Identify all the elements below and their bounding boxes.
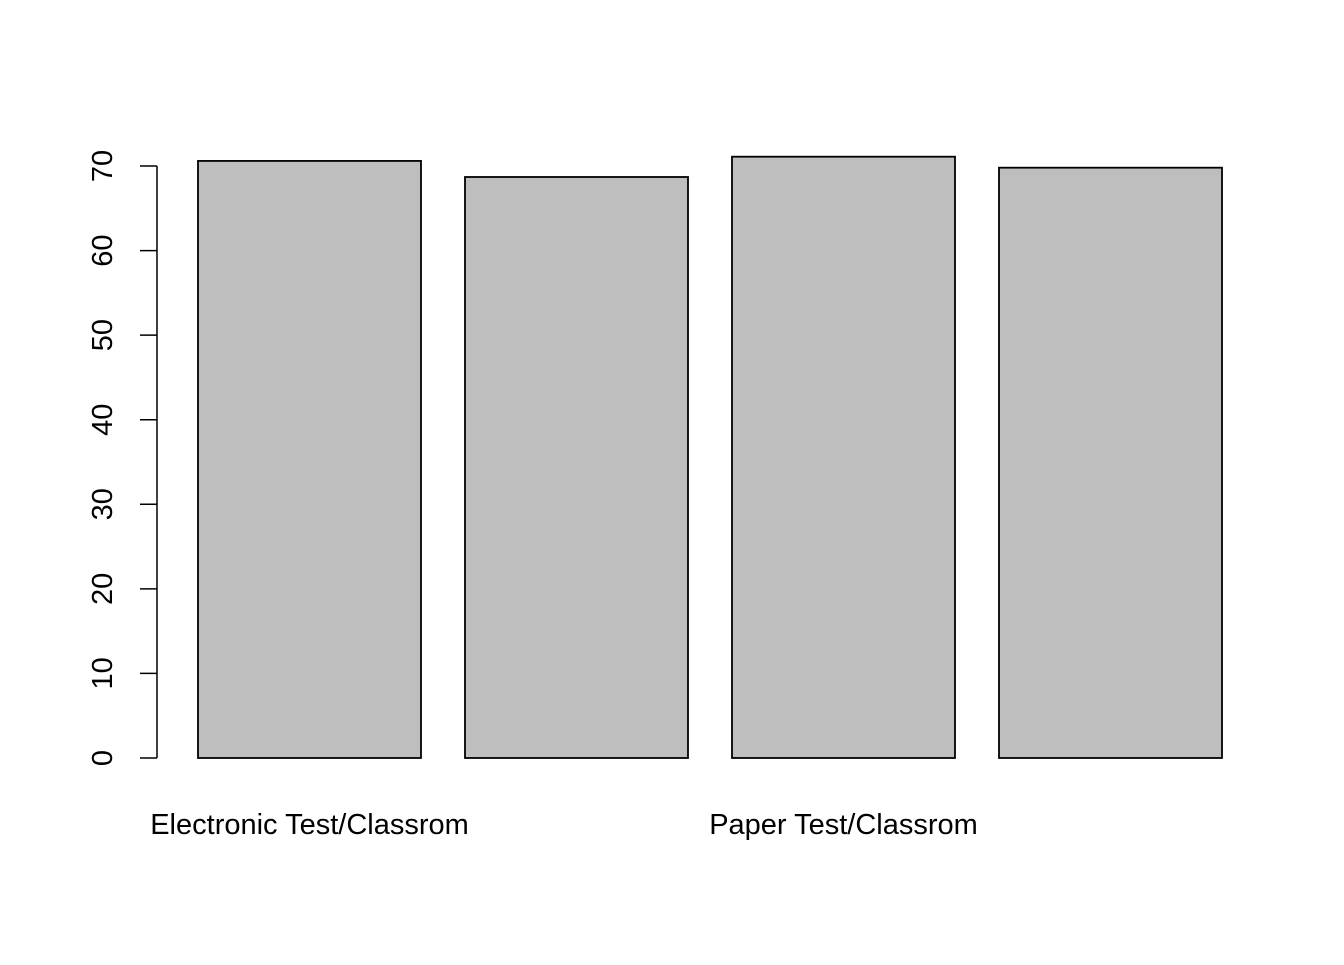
x-tick-label: Electronic Test/Classrom xyxy=(150,809,469,841)
x-tick-label: Paper Test/Classrom xyxy=(709,809,978,841)
y-axis: 0 10 20 30 40 50 60 70 xyxy=(87,150,158,766)
bar xyxy=(464,176,689,759)
bar xyxy=(197,160,422,759)
bars xyxy=(197,155,1223,759)
y-tick-label: 50 xyxy=(87,319,119,351)
y-tick-label: 20 xyxy=(87,573,119,605)
bar xyxy=(998,166,1223,759)
bar xyxy=(731,155,956,759)
y-tick-label: 30 xyxy=(87,488,119,520)
y-tick-label: 40 xyxy=(87,404,119,436)
x-axis-labels: Electronic Test/Classrom Paper Test/Class… xyxy=(150,809,978,841)
y-tick-label: 70 xyxy=(87,150,119,182)
y-tick-label: 10 xyxy=(87,657,119,689)
y-tick-label: 60 xyxy=(87,234,119,266)
y-tick-label: 0 xyxy=(87,750,119,766)
